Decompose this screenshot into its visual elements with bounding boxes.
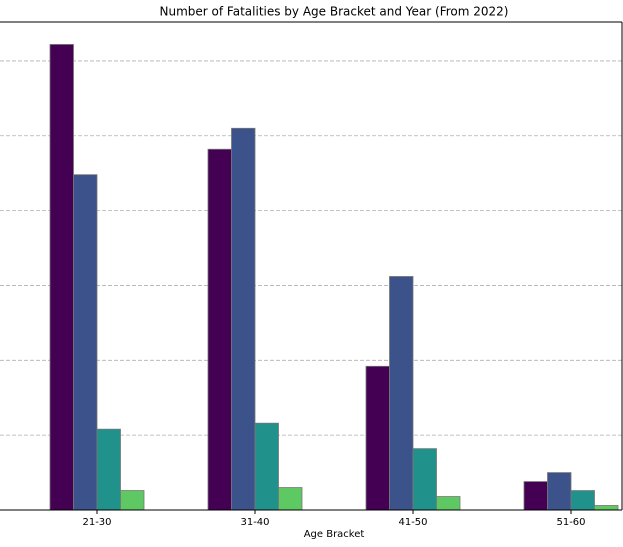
x-axis-label: Age Bracket [304,529,365,540]
bar [412,448,437,511]
bar [436,496,461,511]
x-tick-label: 21-30 [82,517,111,528]
x-tick-label: 41-50 [398,517,427,528]
bar [120,490,145,511]
bar [389,276,414,511]
bar [231,127,256,511]
bar [594,505,619,511]
bar [365,365,390,511]
chart-title: Number of Fatalities by Age Bracket and … [160,5,509,19]
bar [523,481,548,511]
bar [207,148,232,511]
bar [570,490,595,511]
bar [547,472,572,511]
bar [96,428,121,511]
x-tick-label: 51-60 [556,517,585,528]
bar [278,487,303,511]
bar [49,44,74,511]
bar [73,174,98,511]
x-tick-label: 31-40 [240,517,269,528]
bar [254,422,279,511]
